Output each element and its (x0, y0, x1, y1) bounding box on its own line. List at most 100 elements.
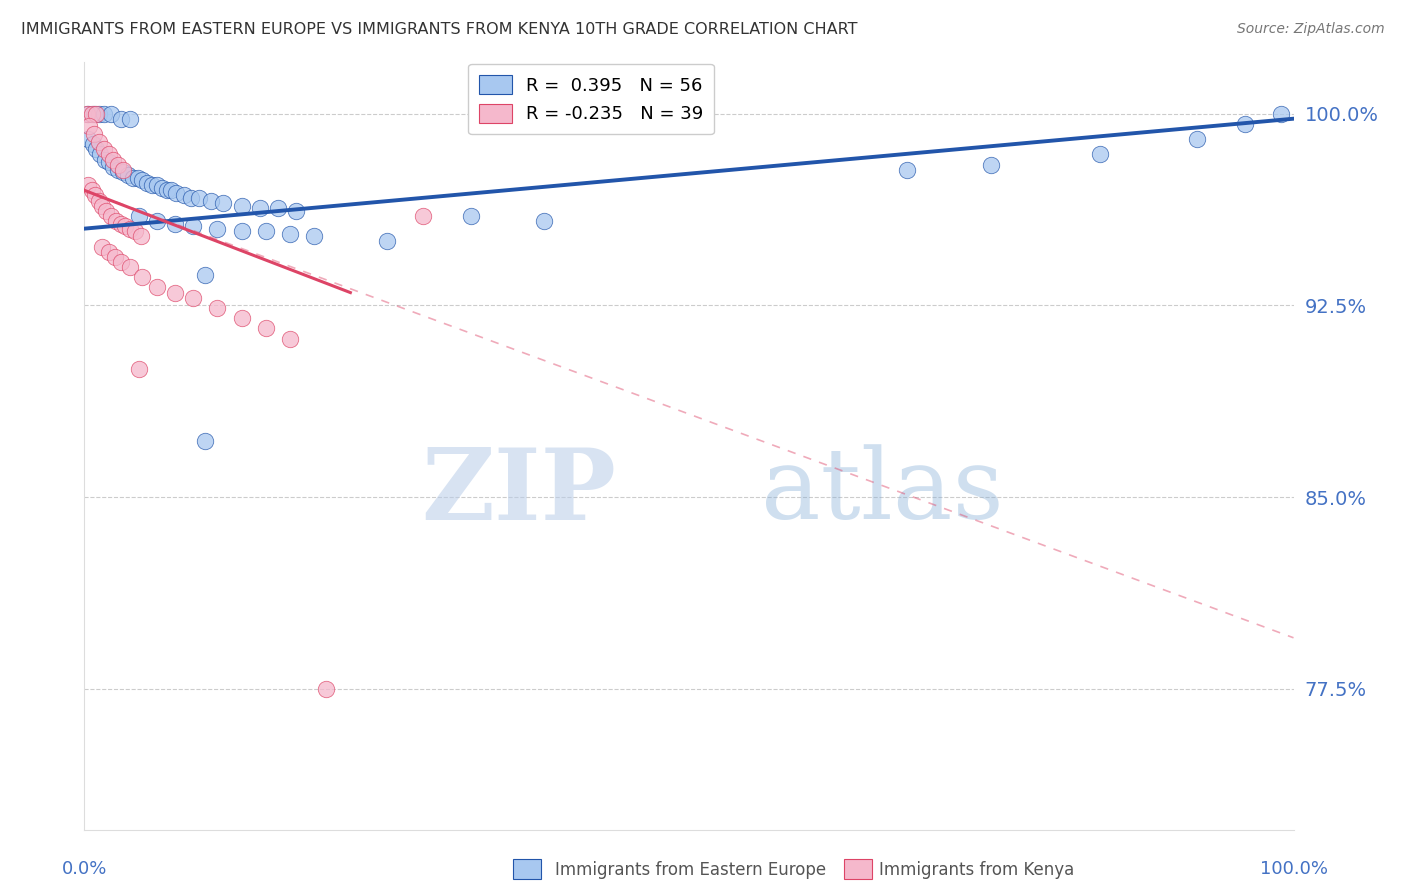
Text: Source: ZipAtlas.com: Source: ZipAtlas.com (1237, 22, 1385, 37)
Point (194, 268, 217, 282)
Point (127, 170, 149, 185)
Point (267, 201, 290, 215)
Point (87, 106, 110, 120)
Point (155, 183, 177, 197)
Point (112, 165, 135, 179)
Point (136, 176, 159, 190)
Point (1234, 117, 1257, 131)
Point (212, 196, 235, 211)
Point (412, 209, 434, 223)
Point (181, 291, 204, 305)
Point (896, 162, 918, 177)
Point (121, 170, 143, 185)
Text: ZIP: ZIP (422, 443, 616, 541)
Point (107, 162, 129, 177)
Point (120, 112, 142, 126)
Point (117, 168, 139, 182)
Point (146, 178, 169, 193)
Text: 100.0%: 100.0% (1260, 860, 1327, 879)
Point (97, 244, 120, 259)
Point (83, 127, 105, 141)
Text: Immigrants from Eastern Europe: Immigrants from Eastern Europe (555, 861, 827, 879)
Point (231, 199, 253, 213)
Point (94, 203, 117, 218)
Point (315, 681, 337, 696)
Point (93, 142, 115, 156)
Point (181, 219, 204, 233)
Point (128, 209, 150, 223)
Point (77, 178, 100, 193)
Point (82, 137, 104, 152)
Point (103, 161, 125, 175)
Point (165, 285, 187, 300)
Point (1185, 132, 1208, 146)
Point (146, 214, 169, 228)
Point (1270, 106, 1292, 120)
Point (249, 201, 271, 215)
Point (207, 221, 229, 235)
Point (91, 199, 114, 213)
Point (120, 221, 142, 235)
Point (107, 158, 129, 172)
Point (980, 158, 1002, 172)
Point (254, 224, 277, 238)
Point (533, 214, 555, 228)
Point (1088, 147, 1111, 161)
Bar (844, 859, 872, 879)
Point (77, 120, 100, 134)
Point (104, 214, 127, 228)
Point (80, 183, 103, 197)
Point (103, 153, 125, 167)
Point (128, 362, 150, 376)
Point (77, 132, 100, 146)
Point (302, 229, 325, 244)
Point (375, 235, 398, 249)
Point (97, 147, 120, 161)
Point (86, 106, 108, 120)
Point (150, 180, 173, 194)
Text: 0.0%: 0.0% (62, 860, 107, 879)
Point (100, 106, 122, 120)
Point (120, 260, 142, 274)
Point (231, 311, 253, 326)
Point (180, 191, 202, 205)
Point (86, 142, 108, 156)
Point (76, 106, 98, 120)
Point (165, 186, 187, 200)
Point (89, 147, 111, 161)
Point (93, 106, 115, 120)
Text: atlas: atlas (762, 444, 1004, 540)
Point (131, 270, 153, 285)
Bar (513, 859, 541, 879)
Point (284, 203, 308, 218)
Point (278, 227, 301, 241)
Point (131, 173, 153, 187)
Point (110, 255, 132, 269)
Point (110, 112, 132, 126)
Point (165, 217, 187, 231)
Point (94, 153, 117, 167)
Point (110, 217, 132, 231)
Point (160, 183, 183, 197)
Point (460, 209, 482, 223)
Point (129, 229, 152, 244)
Point (84, 188, 107, 202)
Point (112, 162, 135, 177)
Point (97, 155, 120, 169)
Point (254, 321, 277, 335)
Point (231, 224, 253, 238)
Point (173, 188, 195, 202)
Point (100, 209, 122, 223)
Point (83, 106, 105, 120)
Point (188, 191, 211, 205)
Point (77, 106, 100, 120)
Point (87, 135, 110, 149)
Point (141, 178, 163, 193)
Point (104, 250, 127, 264)
Point (207, 301, 229, 315)
Point (80, 106, 103, 120)
Point (146, 280, 169, 294)
Text: IMMIGRANTS FROM EASTERN EUROPE VS IMMIGRANTS FROM KENYA 10TH GRADE CORRELATION C: IMMIGRANTS FROM EASTERN EUROPE VS IMMIGR… (21, 22, 858, 37)
Point (278, 332, 301, 346)
Point (114, 219, 136, 233)
